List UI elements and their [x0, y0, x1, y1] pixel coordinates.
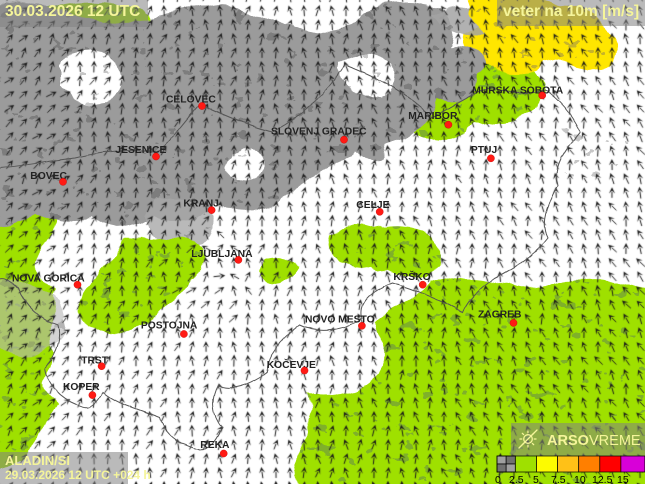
- svg-text:10: 10: [574, 474, 586, 484]
- svg-text:5: 5: [533, 474, 539, 484]
- svg-text:0: 0: [495, 474, 501, 484]
- svg-text:2.5: 2.5: [509, 474, 524, 484]
- svg-text:12.5: 12.5: [592, 474, 613, 484]
- svg-text:15: 15: [617, 474, 629, 484]
- svg-text:7.5: 7.5: [551, 474, 566, 484]
